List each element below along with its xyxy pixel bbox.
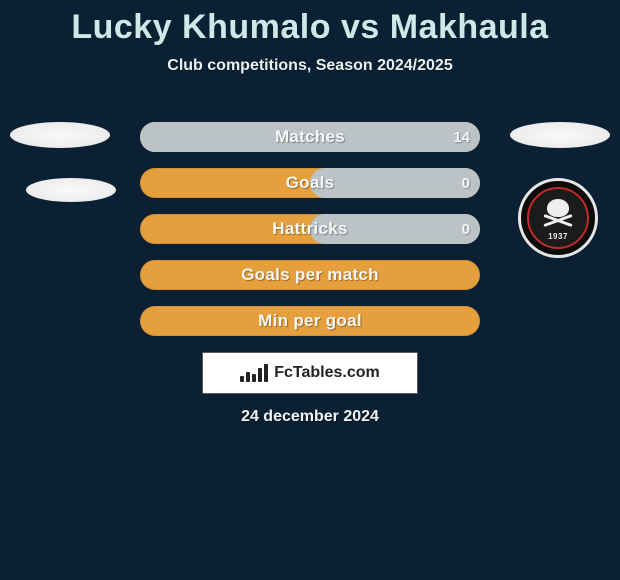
bar-label: Matches <box>140 122 480 152</box>
bar-label: Goals per match <box>140 260 480 290</box>
team-left-placeholder-1 <box>10 122 110 148</box>
team-right-logo: 1937 <box>518 178 598 258</box>
brand-badge: FcTables.com <box>202 352 418 394</box>
bar-val-right: 0 <box>462 214 470 244</box>
team-right-placeholder <box>510 122 610 148</box>
team-left-placeholder-2 <box>26 178 116 202</box>
brand-text: FcTables.com <box>274 364 380 382</box>
bar-matches: Matches 14 <box>140 122 480 152</box>
bar-min-per-goal: Min per goal <box>140 306 480 336</box>
page-subtitle: Club competitions, Season 2024/2025 <box>0 57 620 75</box>
bar-goals-per-match: Goals per match <box>140 260 480 290</box>
date-text: 24 december 2024 <box>0 408 620 426</box>
chart-icon <box>240 364 268 382</box>
logo-year: 1937 <box>529 232 587 241</box>
comparison-bars: Matches 14 Goals 0 Hattricks 0 Goals per… <box>140 122 480 352</box>
bar-label: Goals <box>140 168 480 198</box>
bar-val-right: 0 <box>462 168 470 198</box>
bar-hattricks: Hattricks 0 <box>140 214 480 244</box>
bar-goals: Goals 0 <box>140 168 480 198</box>
page-title: Lucky Khumalo vs Makhaula <box>0 0 620 47</box>
bar-val-right: 14 <box>453 122 470 152</box>
bar-label: Hattricks <box>140 214 480 244</box>
bar-label: Min per goal <box>140 306 480 336</box>
